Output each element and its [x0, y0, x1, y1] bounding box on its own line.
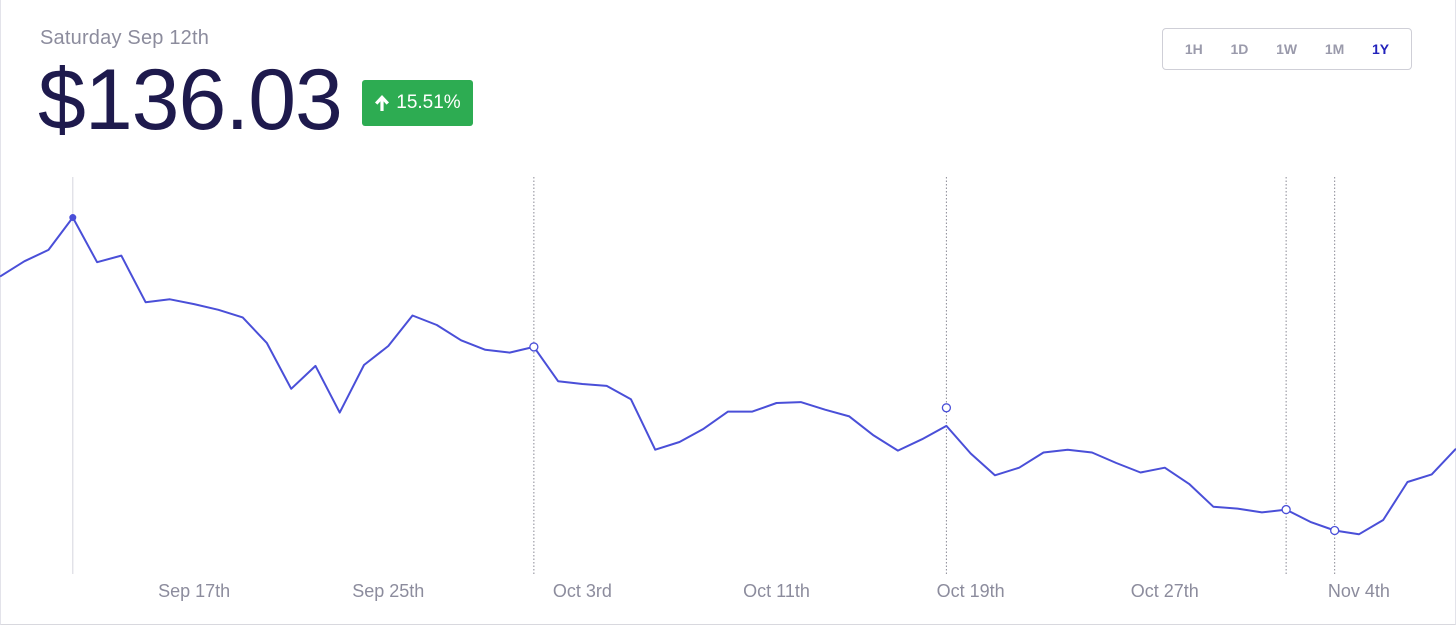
x-axis-tick-label: Oct 27th [1131, 581, 1199, 601]
range-selector: 1H 1D 1W 1M 1Y [1162, 28, 1412, 70]
x-axis-tick-label: Oct 3rd [553, 581, 612, 601]
x-axis-tick-label: Sep 25th [352, 581, 424, 601]
range-1d-button[interactable]: 1D [1230, 41, 1249, 57]
data-point-marker[interactable] [941, 403, 952, 413]
data-point-marker[interactable] [529, 342, 539, 352]
x-axis-tick-label: Nov 4th [1328, 581, 1390, 601]
range-1h-button[interactable]: 1H [1184, 41, 1203, 57]
price-value: $136.03 [38, 52, 343, 148]
x-axis-tick-label: Oct 11th [743, 581, 810, 601]
price-series-line [0, 216, 1456, 536]
range-1m-button[interactable]: 1M [1324, 41, 1345, 57]
range-1w-button[interactable]: 1W [1276, 41, 1298, 57]
change-percent: 15.51% [396, 92, 461, 113]
arrow-up-icon [374, 94, 390, 112]
x-axis-tick-label: Sep 17th [158, 581, 230, 601]
x-axis-tick-label: Oct 19th [937, 581, 1005, 601]
selected-date: Saturday Sep 12th [40, 27, 210, 49]
change-badge: 15.51% [362, 80, 473, 126]
data-point-marker[interactable] [1330, 525, 1340, 536]
range-1y-button[interactable]: 1Y [1372, 41, 1390, 57]
data-point-marker[interactable] [1281, 504, 1291, 515]
selected-point-marker[interactable] [69, 214, 77, 222]
